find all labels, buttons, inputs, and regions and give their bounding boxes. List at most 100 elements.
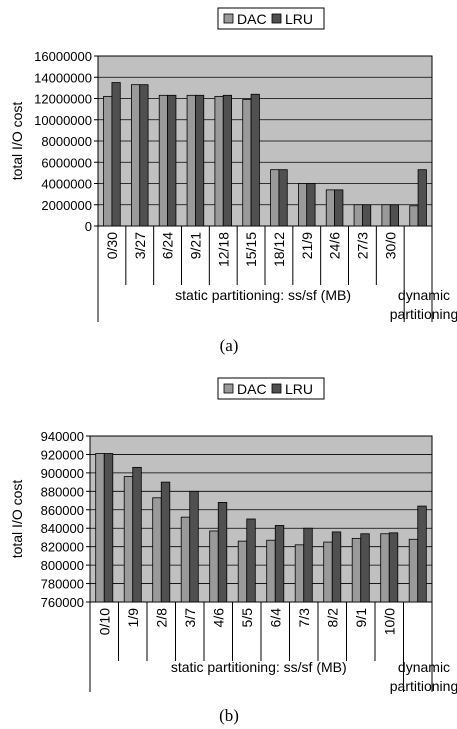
bar-lru <box>217 501 228 603</box>
y-tick-label: 10000000 <box>34 113 92 128</box>
bar-lru <box>388 532 399 603</box>
chart-1: DAC LRU 0 2000000 4000000 6000000 8000000 10000… <box>9 7 457 355</box>
legend-label-lru: LRU <box>285 381 313 397</box>
x-tick-label: 27/3 <box>354 232 370 259</box>
x-tick-label: 21/9 <box>299 232 315 259</box>
legend: DAC LRU <box>217 7 325 30</box>
bar-lru <box>389 204 400 227</box>
chart-caption: (b) <box>219 706 239 725</box>
x-tick-label: 30/0 <box>382 232 398 259</box>
dynamic-label-line-1: dynamic <box>398 287 450 303</box>
plot-area <box>89 435 433 603</box>
x-tick-label: 18/12 <box>271 232 287 267</box>
legend-label-lru: LRU <box>285 11 313 27</box>
y-tick-label: 800000 <box>41 558 84 573</box>
bar-dac <box>95 453 105 603</box>
bar-lru <box>103 453 114 603</box>
x-tick-label: 3/7 <box>182 608 198 628</box>
y-tick-label: 12000000 <box>34 92 92 107</box>
bar-lru <box>189 490 199 603</box>
x-tick-label: 0/10 <box>96 608 112 635</box>
bar-dac <box>186 94 196 227</box>
y-tick-label: 780000 <box>41 577 84 592</box>
bar-lru <box>132 466 142 603</box>
bar-dac <box>381 204 391 227</box>
x-tick-label: 8/2 <box>324 608 340 628</box>
bar-dac <box>158 94 168 227</box>
bar-dac <box>323 541 333 603</box>
bar-dac <box>214 95 224 227</box>
legend-box <box>217 377 325 400</box>
bar-lru <box>222 94 233 227</box>
y-tick-label: 4000000 <box>41 177 92 192</box>
y-tick-label: 900000 <box>41 466 84 481</box>
bar-lru <box>417 505 427 603</box>
y-tick-label: 8000000 <box>41 134 92 149</box>
y-tick-label: 820000 <box>41 540 84 555</box>
y-tick-label: 940000 <box>41 429 84 444</box>
legend-swatch-lru <box>271 383 282 394</box>
x-tick-label: 9/21 <box>187 232 203 259</box>
bar-dac <box>237 540 248 603</box>
y-axis-label: total I/O cost <box>9 480 25 559</box>
bar-lru <box>139 84 149 227</box>
bar-lru <box>160 481 171 603</box>
x-tick-label: 7/3 <box>296 608 312 628</box>
bar-dac <box>152 497 162 603</box>
bar-dac <box>242 99 252 227</box>
legend-label-dac: DAC <box>237 11 267 27</box>
x-tick-label: 24/6 <box>327 232 343 259</box>
x-tick-label: 1/9 <box>125 608 141 628</box>
bar-dac <box>270 169 280 227</box>
legend-swatch-lru <box>271 13 282 24</box>
y-tick-label: 880000 <box>41 484 84 499</box>
bar-dac <box>103 95 113 227</box>
legend-box <box>217 7 325 30</box>
x-axis-label: static partitioning: ss/sf (MB) <box>171 659 347 675</box>
bar-lru <box>167 94 177 227</box>
x-tick-label: 9/1 <box>353 608 369 628</box>
y-axis-label: total I/O cost <box>9 102 25 181</box>
bar-dac <box>353 204 363 227</box>
y-tick-label: 2000000 <box>41 198 92 213</box>
x-axis-label: static partitioning: ss/sf (MB) <box>175 287 351 303</box>
x-tick-label: 15/15 <box>243 232 259 267</box>
bar-lru <box>303 527 313 603</box>
dynamic-label-line-2: partitioning <box>390 678 457 694</box>
bar-dac <box>266 539 276 603</box>
bar-lru <box>246 518 256 603</box>
bar-lru <box>111 82 121 227</box>
bar-lru <box>195 94 205 227</box>
y-tick-label: 860000 <box>41 503 84 518</box>
x-tick-label: 6/4 <box>267 608 283 628</box>
bar-dac <box>408 538 419 603</box>
chart-caption: (a) <box>220 336 239 355</box>
bar-dac <box>380 533 390 603</box>
bar-dac <box>209 530 219 603</box>
y-tick-label: 760000 <box>41 595 84 610</box>
bar-lru <box>250 93 260 227</box>
bar-lru <box>360 533 370 603</box>
bar-lru <box>278 169 288 227</box>
legend: DAC LRU <box>217 377 325 400</box>
legend-label-dac: DAC <box>237 381 267 397</box>
x-tick-label: 5/5 <box>239 608 255 628</box>
y-tick-label: 0 <box>85 219 92 234</box>
y-tick-label: 840000 <box>41 521 84 536</box>
bar-lru <box>417 169 427 227</box>
y-tick-label: 6000000 <box>41 155 92 170</box>
x-tick-label: 3/27 <box>132 232 148 259</box>
y-tick-label: 920000 <box>41 447 84 462</box>
bar-lru <box>334 189 344 227</box>
y-tick-label: 14000000 <box>34 70 92 85</box>
bar-lru <box>331 531 342 603</box>
bar-dac <box>180 516 191 603</box>
bar-dac <box>130 84 141 227</box>
x-tick-label: 0/30 <box>104 232 120 259</box>
bar-dac <box>294 544 305 603</box>
dynamic-label-line-1: dynamic <box>398 659 450 675</box>
bar-dac <box>297 183 308 227</box>
chart-2: DAC LRU 760000 780000 800000 820000 840000 8600… <box>9 377 457 725</box>
x-tick-label: 6/24 <box>160 232 176 259</box>
